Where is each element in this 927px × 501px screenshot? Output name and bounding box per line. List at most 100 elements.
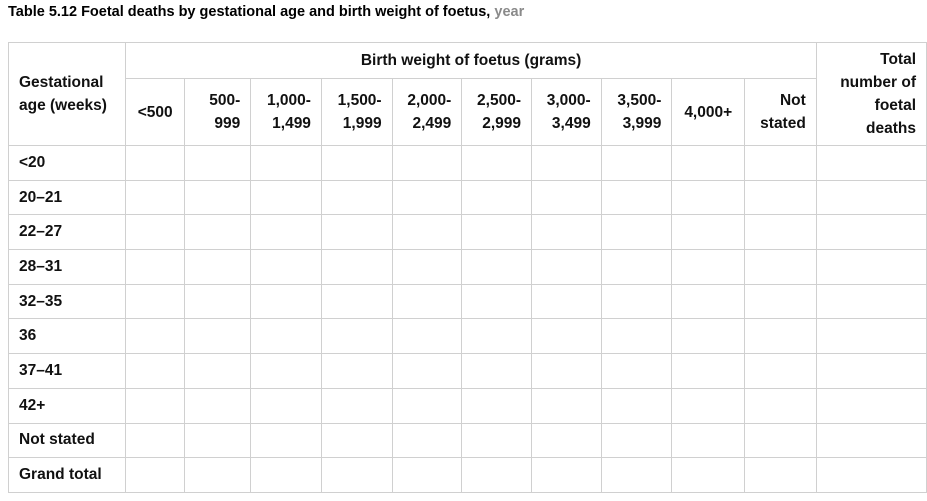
table-cell [744, 318, 817, 355]
table-cell [744, 214, 817, 251]
table-cell [391, 249, 463, 285]
table-cell [461, 318, 532, 355]
weight-column-header-line2: stated [760, 115, 806, 132]
weight-column-header: <500 [125, 78, 186, 146]
weight-column-header: 4,000+ [671, 78, 746, 146]
table-row: 42+ [7, 387, 927, 424]
weight-column-header-line1: 2,000- [407, 92, 452, 109]
table-cell [461, 145, 532, 181]
table-cell [320, 145, 393, 181]
total-cell [815, 422, 927, 459]
table-cell [391, 145, 463, 181]
table-cell [744, 249, 817, 285]
table-cell [531, 422, 602, 459]
table-cell [391, 457, 463, 493]
row-header-gestational-age: Gestational age (weeks) [7, 42, 127, 146]
table-cell [184, 422, 252, 459]
table-cell [461, 249, 532, 285]
weight-column-header-line2: 3,999 [622, 115, 662, 132]
table-cell [320, 457, 393, 493]
weight-column-header-line2: 1,499 [272, 115, 311, 132]
weight-column-header-line2: 3,499 [551, 115, 591, 132]
table-cell [600, 145, 673, 181]
weight-column-header: Not stated [744, 78, 817, 146]
table-cell [600, 422, 673, 459]
table-cell [600, 353, 673, 389]
table-cell [671, 353, 746, 389]
weight-column-header-line1: 1,000- [266, 92, 311, 109]
table-cell [744, 283, 817, 320]
row-label: Not stated [7, 422, 127, 459]
table-cell [125, 283, 186, 320]
table-cell [125, 422, 186, 459]
table-row: Grand total [7, 457, 927, 493]
table-cell [531, 283, 602, 320]
table-cell [184, 283, 252, 320]
table-cell [531, 387, 602, 424]
table-cell [250, 249, 322, 285]
table-row: 22–27 [7, 214, 927, 251]
table-cell [744, 457, 817, 493]
table-cell [671, 457, 746, 493]
table-cell [744, 387, 817, 424]
table-cell [391, 179, 463, 216]
table-cell [744, 353, 817, 389]
table-cell [600, 249, 673, 285]
total-cell [815, 387, 927, 424]
table-cell [320, 249, 393, 285]
weight-column-header-line1: Not [779, 92, 806, 109]
total-cell [815, 353, 927, 389]
table-cell [250, 179, 322, 216]
table-row: 36 [7, 318, 927, 355]
total-header: Total number of foetal deaths [815, 42, 927, 146]
table-row: 28–31 [7, 249, 927, 285]
weight-column-header: 500- 999 [184, 78, 252, 146]
table-cell [531, 457, 602, 493]
table-cell [125, 179, 186, 216]
row-label: 37–41 [7, 353, 127, 389]
table-cell [461, 353, 532, 389]
row-label: 42+ [7, 387, 127, 424]
table-cell [184, 387, 252, 424]
weight-column-header-line1: <500 [137, 103, 173, 121]
row-label: 20–21 [7, 179, 127, 216]
table-row: 20–21 [7, 179, 927, 216]
row-label: 22–27 [7, 214, 127, 251]
table-cell [671, 318, 746, 355]
table-cell [320, 387, 393, 424]
table-cell [320, 214, 393, 251]
table-cell [320, 179, 393, 216]
table-cell [250, 457, 322, 493]
group-header-birth-weight: Birth weight of foetus (grams) [125, 42, 817, 79]
table-cell [125, 457, 186, 493]
table-cell [671, 214, 746, 251]
table-cell [531, 214, 602, 251]
table-cell [184, 353, 252, 389]
weight-column-header-line1: 4,000+ [684, 103, 733, 121]
table-cell [125, 249, 186, 285]
row-label: 32–35 [7, 283, 127, 320]
table-cell [250, 353, 322, 389]
table-cell [184, 318, 252, 355]
table-row: 32–35 [7, 283, 927, 320]
total-cell [815, 457, 927, 493]
table-cell [184, 457, 252, 493]
table-cell [125, 214, 186, 251]
weight-column-header-line1: 3,500- [617, 92, 662, 109]
foetal-deaths-table: Gestational age (weeks) Birth weight of … [7, 42, 927, 493]
table-cell [600, 387, 673, 424]
weight-column-header-line2: 2,499 [412, 115, 452, 132]
row-label: Grand total [7, 457, 127, 493]
table-cell [391, 214, 463, 251]
table-cell [250, 387, 322, 424]
weight-column-header: 3,000- 3,499 [531, 78, 602, 146]
weight-column-header: 2,500- 2,999 [461, 78, 532, 146]
table-cell [250, 283, 322, 320]
table-cell [600, 179, 673, 216]
table-cell [461, 214, 532, 251]
table-cell [531, 179, 602, 216]
table-cell [671, 179, 746, 216]
table-title-year: year [494, 4, 525, 20]
table-cell [250, 214, 322, 251]
table-cell [671, 387, 746, 424]
